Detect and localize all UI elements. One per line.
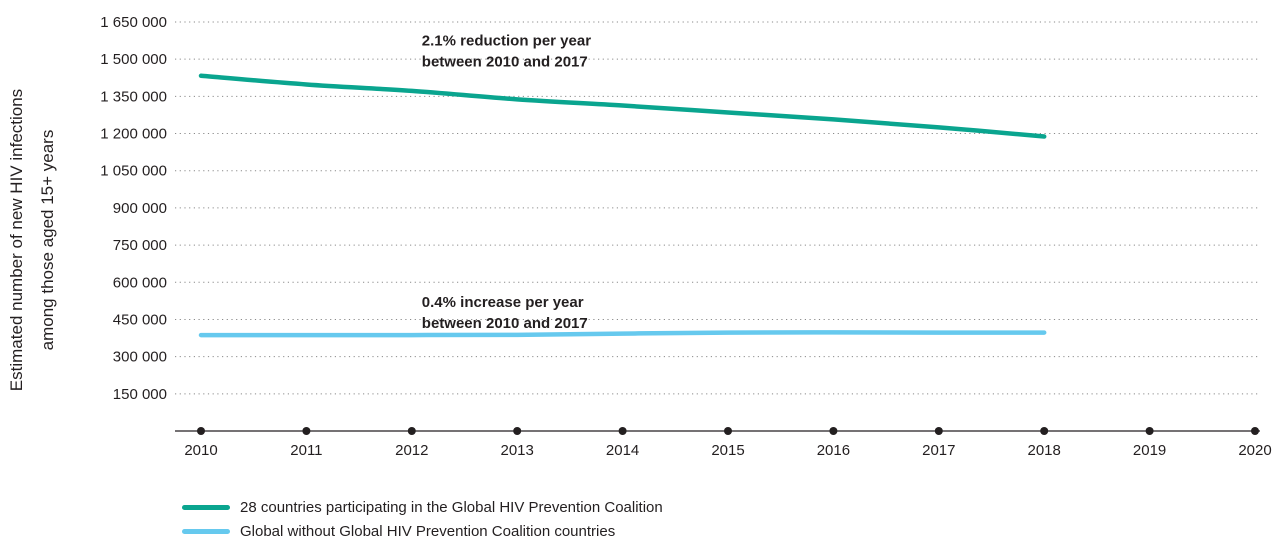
x-tick-marker bbox=[1145, 427, 1154, 435]
line-chart: Estimated number of new HIV infections a… bbox=[7, 14, 1272, 459]
series-line-2 bbox=[198, 330, 1047, 338]
x-tick-marker bbox=[1040, 427, 1049, 435]
legend-item-coalition: 28 countries participating in the Global… bbox=[182, 495, 663, 519]
annotations: 2.1% reduction per year between 2010 and … bbox=[422, 33, 591, 333]
y-tick-label: 600 000 bbox=[113, 274, 167, 291]
x-tick-marker bbox=[197, 427, 205, 435]
x-tick-marker bbox=[302, 427, 311, 435]
y-tick-label: 150 000 bbox=[113, 386, 167, 403]
series-line-1 bbox=[198, 73, 1047, 139]
y-tick-label: 900 000 bbox=[113, 200, 167, 217]
x-tick-marker bbox=[513, 427, 522, 435]
legend-label-global: Global without Global HIV Prevention Coa… bbox=[240, 522, 616, 540]
annotation-1-line-1: 2.1% reduction per year bbox=[422, 33, 591, 50]
x-tick-marker bbox=[829, 427, 838, 435]
y-tick-label: 750 000 bbox=[113, 237, 167, 254]
x-tick-label: 2018 bbox=[1028, 442, 1061, 459]
legend-label-coalition: 28 countries participating in the Global… bbox=[240, 498, 663, 516]
y-tick-label: 1 050 000 bbox=[100, 163, 167, 180]
y-tick-label: 450 000 bbox=[113, 311, 167, 328]
y-tick-label: 1 650 000 bbox=[100, 14, 167, 31]
x-tick-marker bbox=[618, 427, 627, 435]
x-tick-label: 2019 bbox=[1133, 442, 1166, 459]
annotation-2-line-2: between 2010 and 2017 bbox=[422, 315, 588, 332]
x-tick-label: 2011 bbox=[290, 442, 322, 459]
y-tick-label: 1 350 000 bbox=[100, 88, 167, 105]
x-axis: 2010 2011 2012 2013 2014 2015 2016 2017 2018 2019… bbox=[175, 427, 1272, 459]
legend-swatch-coalition bbox=[182, 504, 230, 510]
x-tick-marker bbox=[407, 427, 416, 435]
y-tick-label: 300 000 bbox=[113, 349, 167, 366]
legend-item-global: Global without Global HIV Prevention Coa… bbox=[182, 519, 663, 543]
x-tick-label: 2010 bbox=[184, 442, 217, 459]
y-tick-labels: 150 000 300 000 450 000 600 000 750 000 900 0… bbox=[100, 14, 167, 403]
x-tick-label: 2017 bbox=[922, 442, 955, 459]
legend-swatch-global bbox=[182, 528, 230, 534]
series-lines bbox=[198, 73, 1047, 338]
gridlines bbox=[175, 21, 1260, 395]
y-axis-label-line-2: among those aged 15+ years bbox=[38, 130, 57, 351]
x-tick-label: 2015 bbox=[711, 442, 744, 459]
x-tick-marker bbox=[724, 427, 732, 435]
y-tick-label: 1 500 000 bbox=[100, 51, 167, 68]
annotation-2-line-1: 0.4% increase per year bbox=[422, 294, 584, 311]
legend: 28 countries participating in the Global… bbox=[182, 495, 663, 543]
x-tick-marker bbox=[1251, 427, 1259, 435]
y-tick-label: 1 200 000 bbox=[100, 126, 167, 143]
x-tick-label: 2012 bbox=[395, 442, 428, 459]
x-tick-label: 2016 bbox=[817, 442, 850, 459]
y-axis-label-line-1: Estimated number of new HIV infections bbox=[7, 89, 26, 391]
x-tick-label: 2014 bbox=[606, 442, 639, 459]
annotation-1-line-2: between 2010 and 2017 bbox=[422, 54, 588, 71]
x-tick-label: 2020 bbox=[1238, 442, 1271, 459]
x-tick-marker bbox=[934, 427, 943, 435]
x-tick-label: 2013 bbox=[501, 442, 534, 459]
y-axis-label: Estimated number of new HIV infections a… bbox=[7, 89, 57, 391]
